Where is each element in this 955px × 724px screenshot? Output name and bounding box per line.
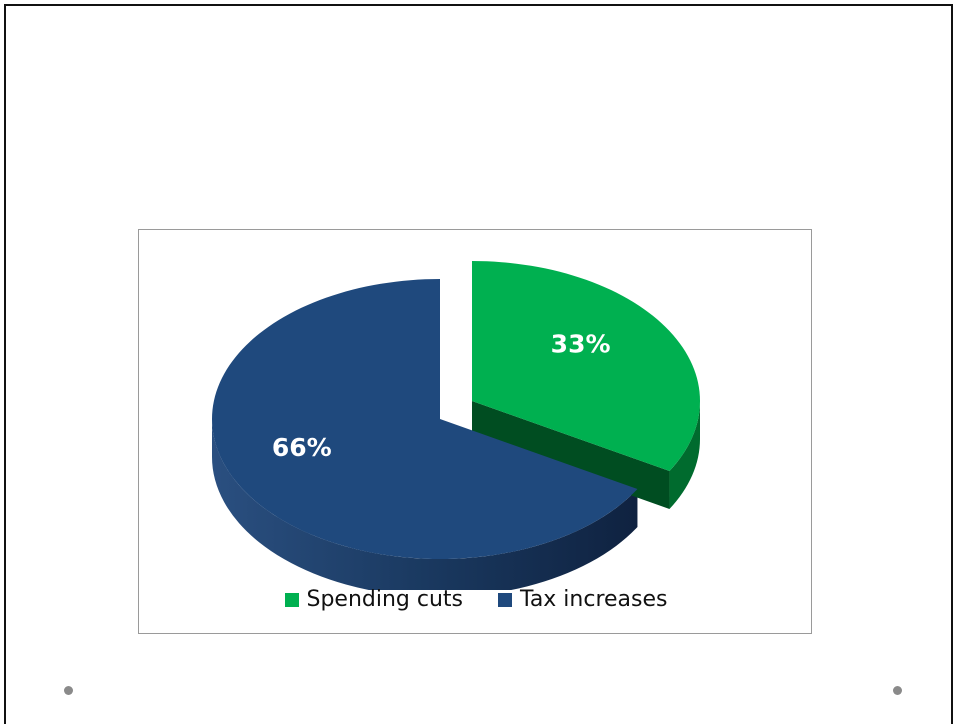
pie-side-tax-increases	[212, 419, 638, 590]
legend-label-tax-increases: Tax increases	[520, 587, 668, 612]
pie-slice-tax-increases	[212, 279, 638, 559]
data-label-tax-increases: 66%	[272, 433, 332, 462]
pie-chart-svg: 33% 66%	[212, 261, 700, 590]
legend-swatch-tax-increases	[498, 592, 513, 607]
chart-area: 33% 66% Spending cuts Tax increases	[138, 229, 812, 634]
pie-side-spending-cuts	[669, 401, 700, 509]
legend-item-tax-increases: Tax increases	[498, 587, 668, 612]
legend-item-spending-cuts: Spending cuts	[284, 587, 464, 612]
chart-legend: Spending cuts Tax increases	[139, 587, 813, 613]
bullet-dot-right	[893, 686, 902, 695]
legend-swatch-spending-cuts	[284, 592, 299, 607]
legend-label-spending-cuts: Spending cuts	[306, 587, 464, 612]
pie-cut-face-spending-cuts	[472, 401, 670, 509]
data-label-spending-cuts: 33%	[551, 330, 611, 359]
slide-frame	[4, 4, 953, 724]
pie-slice-spending-cuts	[472, 261, 700, 471]
bullet-dot-left	[64, 686, 73, 695]
